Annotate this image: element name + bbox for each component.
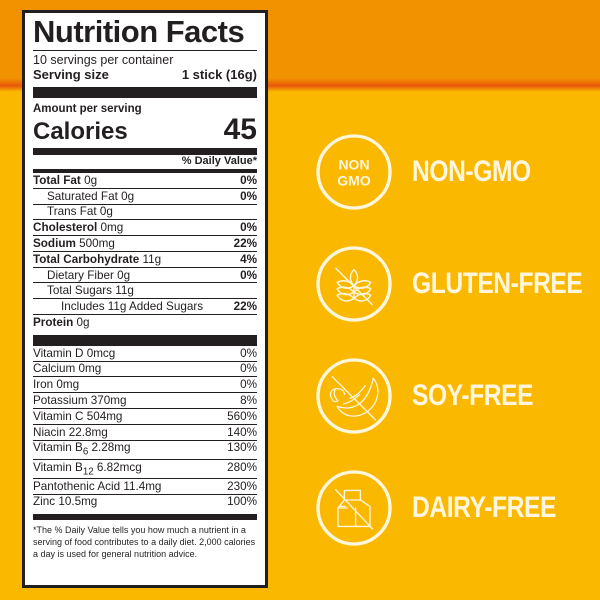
- svg-text:NON: NON: [338, 157, 369, 173]
- svg-text:GMO: GMO: [337, 173, 371, 189]
